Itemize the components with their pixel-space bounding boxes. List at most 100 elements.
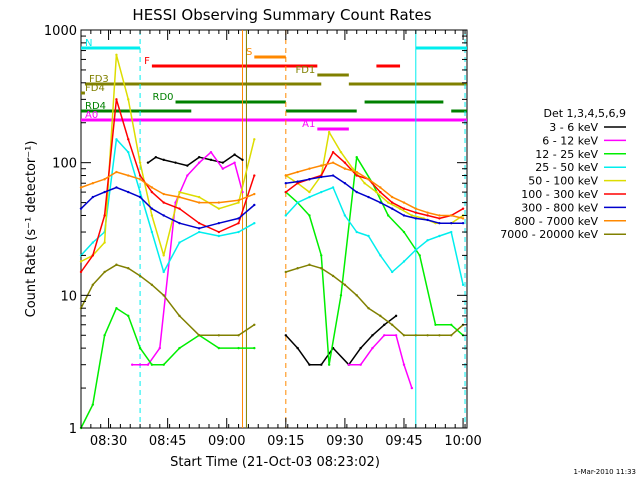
series-point [308, 178, 311, 181]
flag-label-a1: A1 [302, 119, 315, 130]
series-point [390, 195, 394, 199]
series-point [339, 150, 343, 154]
legend-entry-label: 300 - 800 keV [521, 201, 598, 214]
series-point [237, 334, 240, 337]
series-point [355, 190, 358, 194]
series-line-4 [80, 54, 464, 263]
series-point [221, 161, 224, 164]
series-point [91, 403, 95, 406]
series-point [127, 150, 130, 154]
series-point [138, 178, 142, 181]
series-point [150, 190, 154, 194]
series-lines [79, 53, 465, 430]
series-point [379, 186, 382, 189]
series-point [320, 254, 323, 257]
flag-label-rd0: RD0 [153, 92, 174, 103]
series-point [174, 161, 177, 164]
footer-date: 1-Mar-2010 11:33 [574, 468, 636, 476]
series-point [178, 241, 181, 244]
series-point [103, 190, 106, 194]
series-point [158, 346, 161, 350]
series-point [355, 174, 358, 177]
series-point [150, 283, 154, 287]
series-point [284, 334, 288, 337]
series-point [115, 186, 118, 189]
series-point [197, 230, 201, 234]
series-point [402, 207, 406, 210]
series-point [103, 270, 106, 274]
series-point [320, 175, 323, 179]
series-point [450, 323, 453, 326]
series-line-0 [147, 153, 397, 366]
series-point [343, 167, 347, 170]
series-point [426, 214, 429, 217]
series-point [162, 270, 165, 274]
series-point [296, 267, 299, 270]
series-point [410, 386, 414, 390]
series-point [331, 186, 335, 189]
flag-label-rd4: RD4 [85, 101, 106, 112]
series-point [233, 153, 236, 156]
series-point [387, 214, 390, 217]
y-axis-label: Count Rate (s⁻¹ detector⁻¹) [24, 141, 39, 318]
series-point [308, 363, 311, 366]
series-point [461, 207, 465, 210]
vertical-markers [139, 30, 466, 428]
series-point [308, 263, 311, 266]
series-point [355, 230, 358, 234]
series-point [461, 283, 465, 287]
series-point [402, 201, 406, 204]
series-point [186, 164, 189, 167]
series-point [327, 130, 331, 134]
flag-label-n: N [85, 38, 92, 49]
series-point [138, 174, 142, 177]
series-point [253, 346, 256, 350]
series-point [343, 161, 347, 164]
series-point [284, 182, 288, 185]
series-point [461, 217, 465, 220]
series-point [308, 190, 311, 194]
series-point [178, 207, 181, 210]
series-point [296, 201, 299, 204]
x-tick-label: 10:00 [444, 434, 481, 449]
series-point [355, 294, 358, 297]
series-point [390, 201, 394, 204]
series-point [162, 294, 165, 297]
series-point [284, 174, 288, 177]
series-point [241, 158, 244, 162]
flag-label-s: S [246, 47, 252, 58]
series-point [237, 346, 240, 350]
series-point [178, 221, 181, 225]
series-point [296, 180, 299, 183]
series-point [91, 195, 95, 199]
series-point [426, 218, 429, 222]
series-point [197, 334, 201, 337]
series-point [296, 170, 299, 174]
series-line-8 [80, 264, 464, 337]
series-point [379, 254, 382, 257]
series-point [217, 230, 221, 234]
series-point [103, 214, 106, 217]
flag-label-f: F [144, 56, 150, 67]
x-tick-label: 08:30 [90, 434, 127, 449]
series-point [308, 214, 311, 217]
series-point [371, 346, 374, 350]
legend-entry-label: 6 - 12 keV [542, 134, 598, 147]
series-point [138, 195, 142, 199]
series-point [402, 214, 406, 217]
series-point [138, 346, 142, 350]
series-point [115, 138, 118, 141]
series-point [320, 267, 323, 270]
series-point [253, 174, 256, 177]
series-point [402, 230, 406, 234]
series-point [359, 346, 362, 350]
series-point [343, 214, 347, 217]
series-point [162, 201, 165, 204]
y-tick-label: 10 [60, 289, 77, 304]
series-point [237, 217, 240, 220]
x-tick-label: 09:45 [385, 434, 422, 449]
series-point [331, 174, 335, 177]
series-point [371, 334, 374, 337]
series-point [438, 334, 441, 337]
